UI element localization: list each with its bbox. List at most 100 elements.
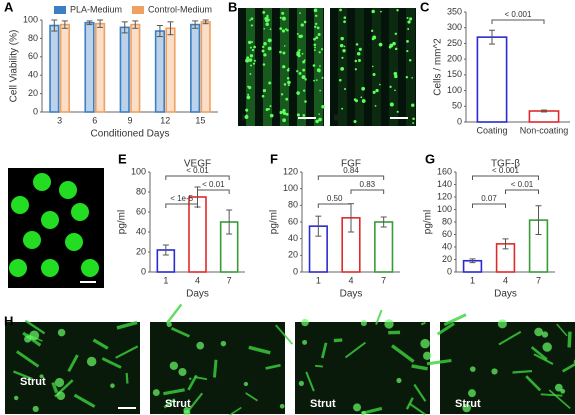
fiber <box>406 8 415 126</box>
vessel <box>67 354 79 372</box>
cell <box>286 77 290 80</box>
sphere <box>11 196 29 214</box>
cell <box>315 79 318 82</box>
cell <box>265 107 269 111</box>
bracket <box>165 175 230 180</box>
cell <box>371 29 374 32</box>
panel-letter: A <box>4 0 14 14</box>
vessel <box>228 406 242 415</box>
cell <box>318 113 320 115</box>
cell <box>245 58 250 63</box>
cell <box>303 59 306 62</box>
cell <box>300 23 304 27</box>
cell <box>313 79 315 82</box>
cell <box>269 113 274 118</box>
cell <box>405 76 409 79</box>
error-bar <box>502 238 509 250</box>
cell <box>318 117 322 122</box>
cell <box>315 36 319 40</box>
cell <box>301 52 304 55</box>
vessel <box>315 364 323 368</box>
bracket <box>472 203 506 208</box>
sphere <box>59 181 77 199</box>
cell <box>340 36 344 41</box>
cell <box>39 374 44 379</box>
cell <box>248 86 252 90</box>
cell <box>282 51 286 55</box>
cell <box>282 110 286 114</box>
sphere <box>41 211 59 229</box>
error-bar <box>541 109 547 113</box>
y-axis-label: Cell Viability (%) <box>9 30 20 103</box>
image-label: Strut <box>20 376 46 388</box>
cell <box>279 27 283 30</box>
x-axis-label: Days <box>494 289 517 300</box>
fiber <box>338 8 347 126</box>
cell <box>251 41 254 44</box>
cell <box>360 96 363 99</box>
cell <box>315 22 318 26</box>
vessel <box>163 398 176 409</box>
y-tick-label: 0 <box>457 116 462 126</box>
vessel <box>163 388 185 396</box>
cell <box>341 56 344 59</box>
cell <box>396 9 399 12</box>
vessel <box>116 320 138 330</box>
cell <box>396 110 399 113</box>
x-tick-label: 6 <box>92 115 97 125</box>
cell <box>314 46 316 49</box>
error-bar <box>202 19 209 25</box>
vessel <box>405 397 414 410</box>
cell <box>541 331 549 338</box>
vessel <box>275 324 294 345</box>
cell <box>245 108 249 112</box>
bracket <box>491 19 545 24</box>
cell <box>339 43 344 48</box>
vessel <box>375 309 383 325</box>
vessel <box>498 330 522 346</box>
cell <box>296 70 299 73</box>
sphere <box>65 233 83 251</box>
vessel <box>344 341 366 359</box>
cell <box>285 112 289 116</box>
image-label: Strut <box>165 398 191 410</box>
error-bar <box>162 244 169 256</box>
fiber <box>372 8 381 126</box>
y-tick-label: 100 <box>131 166 146 176</box>
vessel <box>567 331 572 348</box>
cell <box>420 338 430 349</box>
cell <box>286 68 290 72</box>
cell <box>389 102 394 107</box>
vessel <box>391 344 415 363</box>
chart-title: FGF <box>341 159 361 170</box>
cell <box>406 49 409 53</box>
cell <box>358 59 361 62</box>
cell <box>270 39 272 41</box>
cell <box>313 43 317 47</box>
bar <box>49 24 60 113</box>
vessel <box>411 364 428 371</box>
y-tick-label: 20 <box>442 254 452 264</box>
cell <box>56 391 66 401</box>
vessel <box>73 393 96 408</box>
vessel <box>24 319 46 335</box>
vessel <box>101 357 122 369</box>
vessel <box>115 345 139 359</box>
cell <box>263 53 267 57</box>
y-tick-label: 60 <box>442 229 452 239</box>
y-tick-label: 0 <box>141 266 146 276</box>
y-tick-label: 40 <box>28 70 38 80</box>
cell <box>354 68 357 71</box>
y-tick-label: 300 <box>447 22 462 32</box>
cell <box>378 42 383 47</box>
cell <box>338 78 342 82</box>
cell <box>321 105 325 109</box>
cell <box>361 86 365 91</box>
cell <box>29 330 40 341</box>
vessel <box>561 362 575 373</box>
cell <box>319 65 321 67</box>
image-label: Strut <box>455 398 481 410</box>
cell <box>389 43 394 48</box>
vessel <box>333 338 343 343</box>
x-tick-label: 4 <box>195 275 200 285</box>
